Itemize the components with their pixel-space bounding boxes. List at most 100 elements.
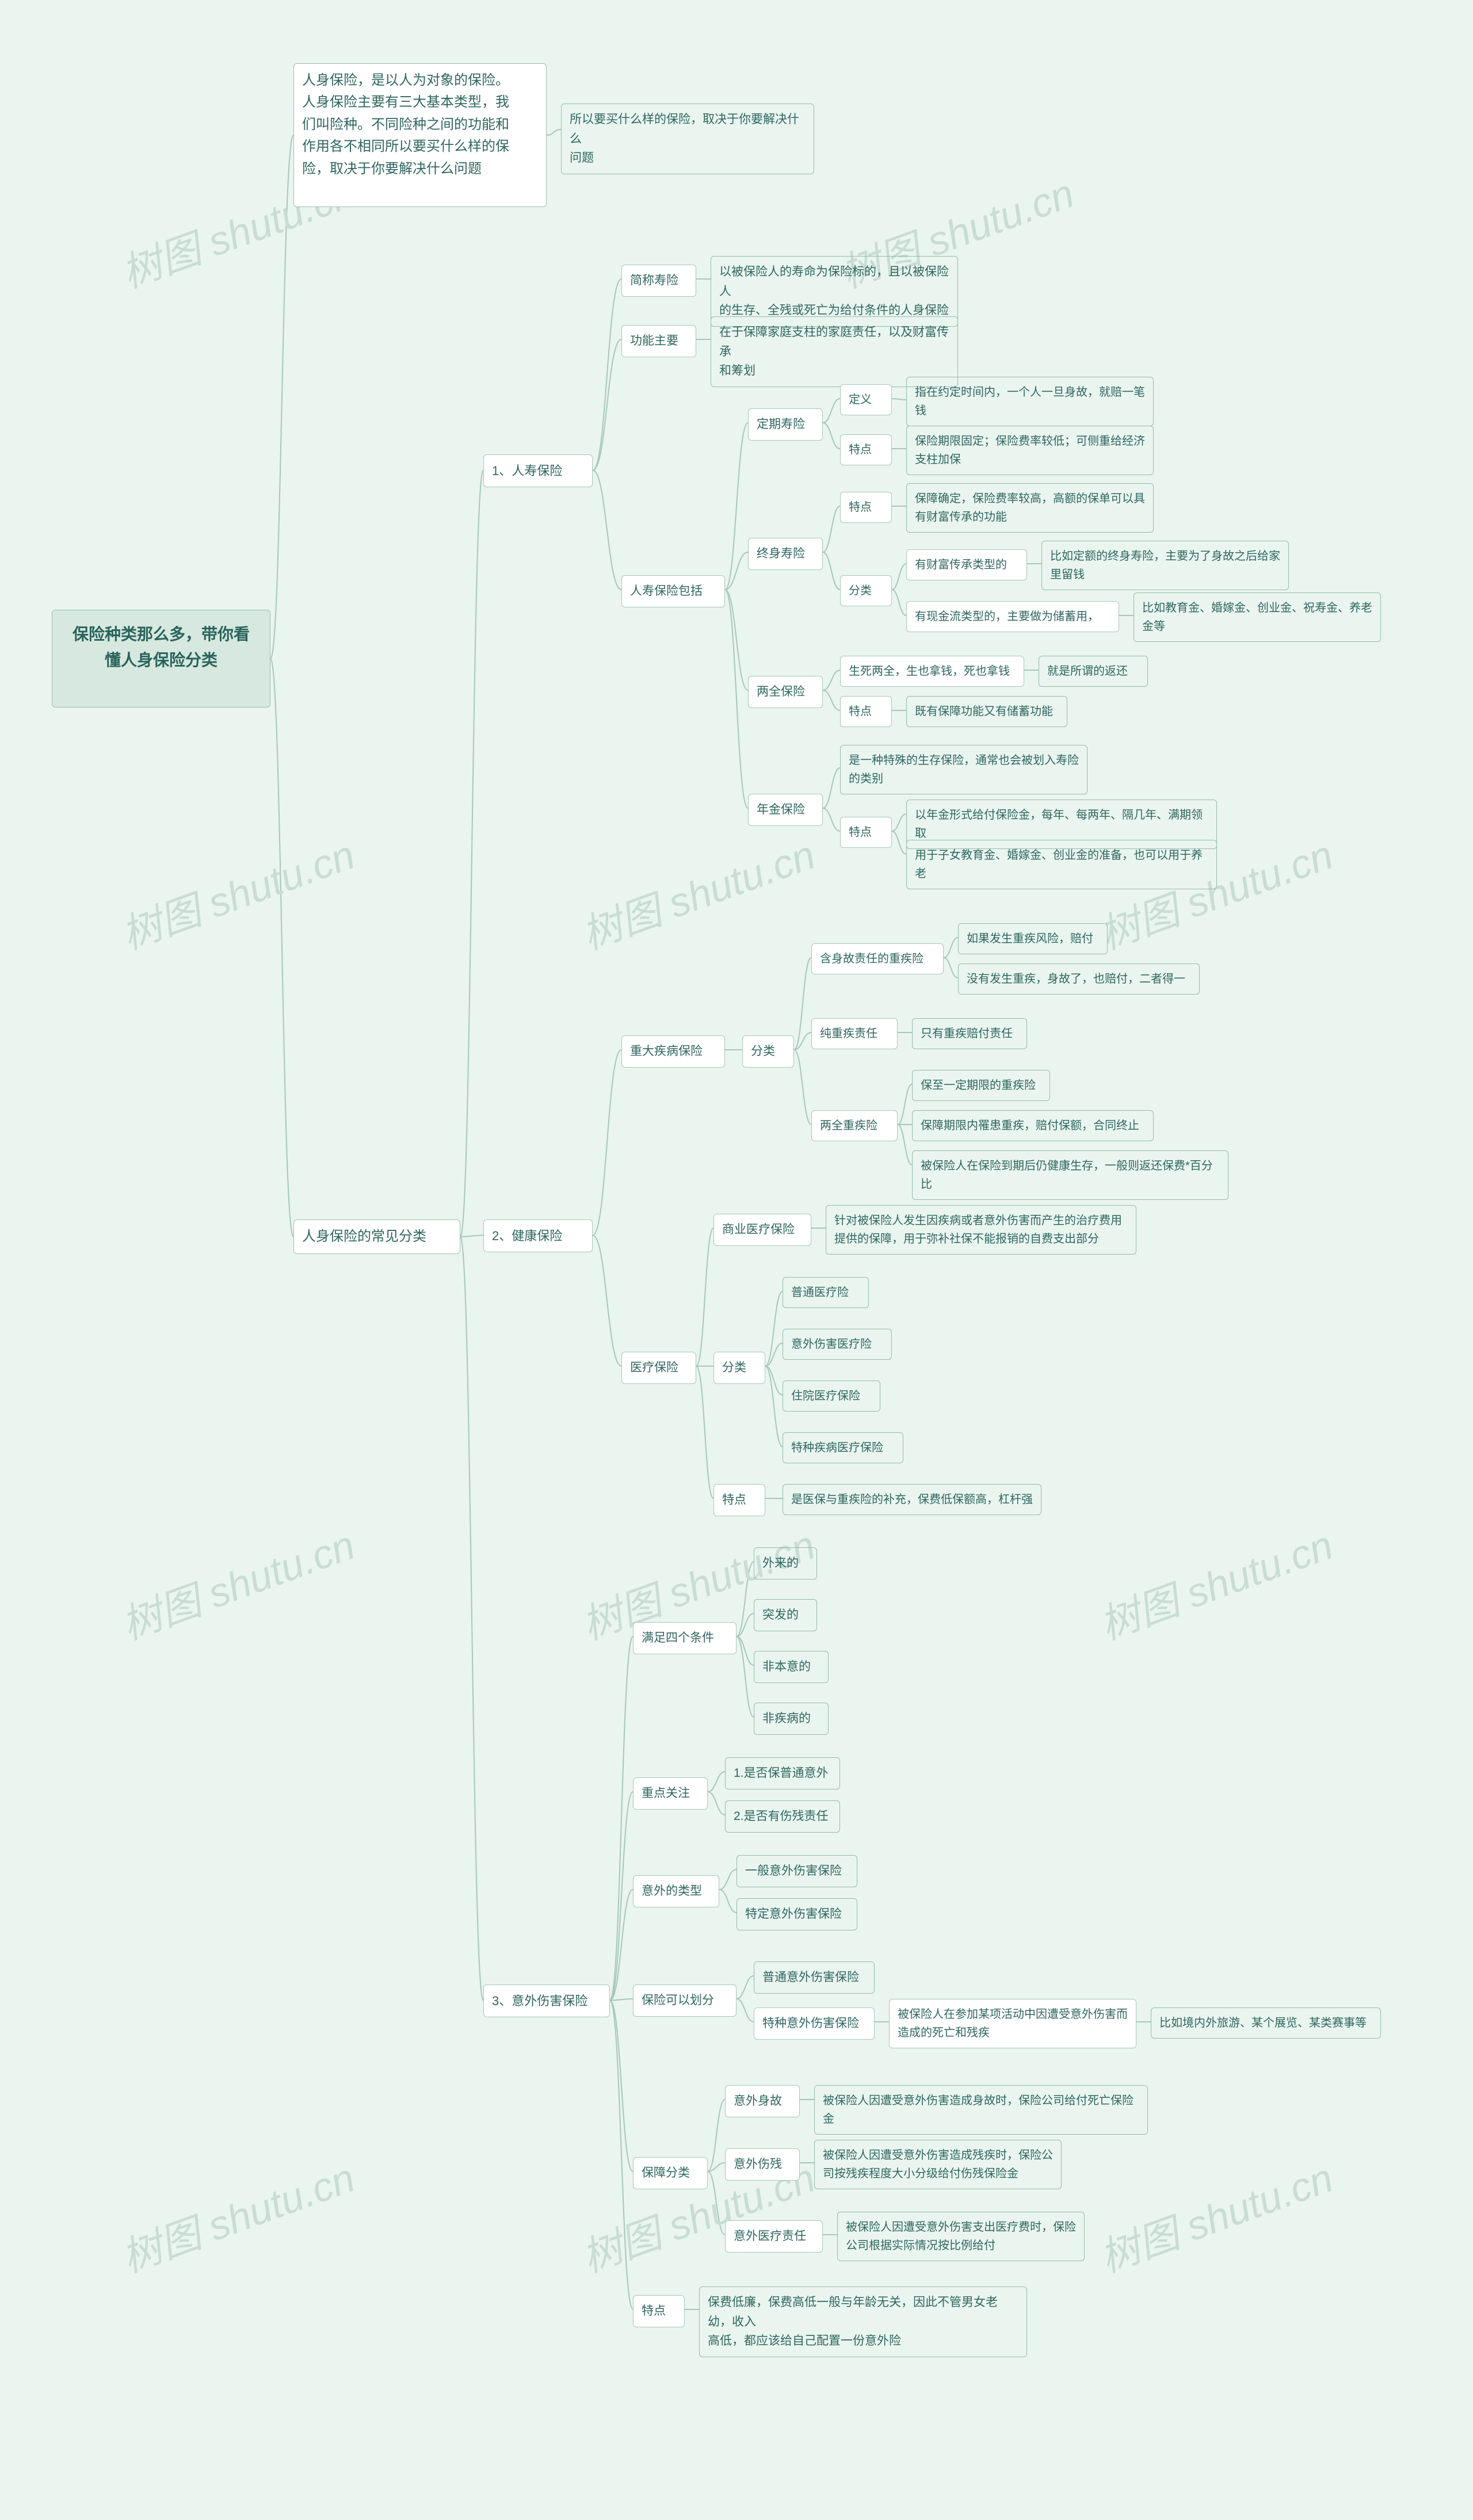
node-life_func[interactable]: 功能主要: [621, 325, 696, 357]
node-a_type_b[interactable]: 特定意外伤害保险: [736, 1898, 857, 1930]
node-annu_a[interactable]: 是一种特殊的生存保险，通常也会被划入寿险 的类别: [840, 745, 1087, 794]
node-a_div_b[interactable]: 特种意外伤害保险: [754, 2007, 875, 2040]
node-a_g_b_d[interactable]: 被保险人因遭受意外伤害造成残疾时，保险公 司按残疾程度大小分级给付伤残保险金: [814, 2140, 1062, 2189]
node-annu_b[interactable]: 特点: [840, 817, 892, 848]
node-annu_b2[interactable]: 用于子女教育金、婚嫁金、创业金的准备，也可以用于养老: [906, 840, 1217, 889]
connector: [708, 1772, 725, 1792]
node-a_g_a[interactable]: 意外身故: [725, 2085, 800, 2117]
node-med_cls_b[interactable]: 意外伤害医疗险: [783, 1329, 892, 1360]
node-a_type[interactable]: 意外的类型: [633, 1875, 719, 1907]
node-a_focus[interactable]: 重点关注: [633, 1777, 708, 1810]
node-life[interactable]: 1、人寿保险: [483, 454, 593, 487]
connector: [696, 1228, 713, 1366]
node-crit_both_c[interactable]: 被保险人在保险到期后仍健康生存，一般则返还保费*百分比: [912, 1150, 1228, 1200]
node-whole_cls_b[interactable]: 有现金流类型的，主要做为储蓄用，: [906, 601, 1119, 632]
connector: [708, 1792, 725, 1815]
node-a_g_c_d[interactable]: 被保险人因遭受意外伤害支出医疗费时，保险 公司根据实际情况按比例给付: [837, 2212, 1085, 2261]
node-a_div[interactable]: 保险可以划分: [633, 1984, 736, 2017]
node-both_b_d[interactable]: 既有保障功能又有储蓄功能: [906, 696, 1067, 727]
node-crit_pure_d[interactable]: 只有重疾赔付责任: [912, 1018, 1027, 1049]
connector: [719, 1890, 736, 1913]
node-a_type_a[interactable]: 一般意外伤害保险: [736, 1855, 857, 1887]
node-crit_both_a[interactable]: 保至一定期限的重疾险: [912, 1070, 1050, 1101]
node-a_focus_a[interactable]: 1.是否保普通意外: [725, 1757, 840, 1789]
node-root[interactable]: 保险种类那么多，带你看 懂人身保险分类: [52, 610, 270, 708]
connector: [944, 938, 958, 958]
node-med_cls_a[interactable]: 普通医疗险: [783, 1277, 869, 1308]
node-both_a_d[interactable]: 就是所谓的返还: [1039, 656, 1148, 687]
node-med_feat_d[interactable]: 是医保与重疾险的补充，保费低保额高，杠杆强: [783, 1484, 1041, 1515]
node-life_inc[interactable]: 人寿保险包括: [621, 575, 725, 607]
watermark: 树图 shutu.cn: [113, 1513, 362, 1651]
watermark: 树图 shutu.cn: [1091, 1513, 1340, 1651]
connector: [696, 1366, 713, 1498]
connector: [823, 423, 840, 449]
node-whole_feat_d[interactable]: 保障确定，保险费率较高，高额的保单可以具 有财富传承的功能: [906, 483, 1154, 533]
node-med_cls[interactable]: 分类: [713, 1352, 765, 1384]
node-annu[interactable]: 年金保险: [748, 794, 823, 826]
node-a_feat[interactable]: 特点: [633, 2295, 685, 2327]
node-term_def_d[interactable]: 指在约定时间内，一个人一旦身故，就赔一笔 钱: [906, 377, 1154, 426]
node-accid[interactable]: 3、意外伤害保险: [483, 1984, 610, 2017]
node-med[interactable]: 医疗保险: [621, 1352, 696, 1384]
node-both[interactable]: 两全保险: [748, 676, 823, 708]
node-a_g_b[interactable]: 意外伤残: [725, 2148, 800, 2181]
connector: [823, 399, 840, 423]
node-crit_pure[interactable]: 纯重疾责任: [811, 1018, 898, 1049]
watermark: 树图 shutu.cn: [113, 823, 362, 961]
node-a_cond_b[interactable]: 突发的: [754, 1599, 817, 1631]
node-a_cond_c[interactable]: 非本意的: [754, 1651, 829, 1683]
node-crit_life_b[interactable]: 没有发生重疾，身故了，也赔付，二者得一: [958, 963, 1200, 995]
connector: [719, 1869, 736, 1890]
node-term_feat_d[interactable]: 保险期限固定；保险费率较低；可侧重给经济 支柱加保: [906, 426, 1154, 475]
connector: [725, 590, 748, 690]
node-med_cls_c[interactable]: 住院医疗保险: [783, 1381, 880, 1412]
node-a_g_c[interactable]: 意外医疗责任: [725, 2220, 823, 2253]
connector: [736, 1562, 754, 1636]
connector: [892, 590, 906, 615]
connector: [892, 814, 906, 831]
node-whole_cls_b_d[interactable]: 比如教育金、婚嫁金、创业金、祝寿金、养老 金等: [1134, 592, 1381, 642]
node-term[interactable]: 定期寿险: [748, 408, 823, 441]
node-a_cond_a[interactable]: 外来的: [754, 1547, 817, 1580]
node-a_g[interactable]: 保障分类: [633, 2157, 708, 2189]
node-crit_life[interactable]: 含身故责任的重疾险: [811, 943, 944, 974]
node-med_com_d[interactable]: 针对被保险人发生因疾病或者意外伤害而产生的治疗费用 提供的保障，用于弥补社保不能…: [826, 1205, 1136, 1255]
connector: [823, 552, 840, 590]
node-life_intro[interactable]: 简称寿险: [621, 265, 696, 297]
node-crit_cls[interactable]: 分类: [742, 1035, 794, 1068]
node-term_feat[interactable]: 特点: [840, 434, 892, 465]
node-a_div_b_d[interactable]: 被保险人在参加某项活动中因遭受意外伤害而 造成的死亡和残疾: [889, 1999, 1136, 2048]
node-both_a[interactable]: 生死两全，生也拿钱，死也拿钱: [840, 656, 1024, 687]
node-med_com[interactable]: 商业医疗保险: [713, 1214, 811, 1246]
node-crit_both_b[interactable]: 保障期限内罹患重疾，赔付保额，合同终止: [912, 1110, 1154, 1141]
node-health[interactable]: 2、健康保险: [483, 1219, 593, 1252]
node-whole_cls[interactable]: 分类: [840, 575, 892, 606]
node-a_div_b_d2[interactable]: 比如境内外旅游、某个展览、某类赛事等: [1151, 2007, 1381, 2039]
connector: [794, 1050, 811, 1125]
connector: [708, 2163, 725, 2171]
node-both_b[interactable]: 特点: [840, 696, 892, 727]
node-whole_feat[interactable]: 特点: [840, 492, 892, 523]
node-a_feat_d[interactable]: 保费低廉，保费高低一般与年龄无关，因此不管男女老幼，收入 高低，都应该给自己配置…: [699, 2286, 1027, 2357]
node-whole[interactable]: 终身寿险: [748, 538, 823, 570]
connector: [270, 659, 293, 1237]
node-a_cond_d[interactable]: 非疾病的: [754, 1703, 829, 1735]
node-term_def[interactable]: 定义: [840, 384, 892, 415]
node-crit_life_a[interactable]: 如果发生重疾风险，赔付: [958, 923, 1108, 954]
node-a_div_a[interactable]: 普通意外伤害保险: [754, 1961, 875, 1994]
node-med_cls_d[interactable]: 特种疾病医疗保险: [783, 1432, 903, 1463]
node-whole_cls_a[interactable]: 有财富传承类型的: [906, 549, 1027, 580]
node-whole_cls_a_d[interactable]: 比如定额的终身寿险，主要为了身故之后给家 里留钱: [1041, 541, 1289, 590]
node-crit[interactable]: 重大疾病保险: [621, 1035, 725, 1068]
node-med_feat[interactable]: 特点: [713, 1484, 765, 1516]
connector: [765, 1366, 783, 1447]
node-a_cond[interactable]: 满足四个条件: [633, 1622, 736, 1654]
node-intro[interactable]: 人身保险，是以人为对象的保险。 人身保险主要有三大基本类型，我 们叫险种。不同险…: [293, 63, 547, 207]
node-a_focus_b[interactable]: 2.是否有伤残责任: [725, 1800, 840, 1833]
node-intro2[interactable]: 所以要买什么样的保险，取决于你要解决什么 问题: [561, 104, 814, 174]
connector: [892, 564, 906, 590]
node-crit_both[interactable]: 两全重疾险: [811, 1110, 898, 1141]
node-common[interactable]: 人身保险的常见分类: [293, 1219, 460, 1254]
node-a_g_a_d[interactable]: 被保险人因遭受意外伤害造成身故时，保险公司给付死亡保险金: [814, 2085, 1148, 2135]
